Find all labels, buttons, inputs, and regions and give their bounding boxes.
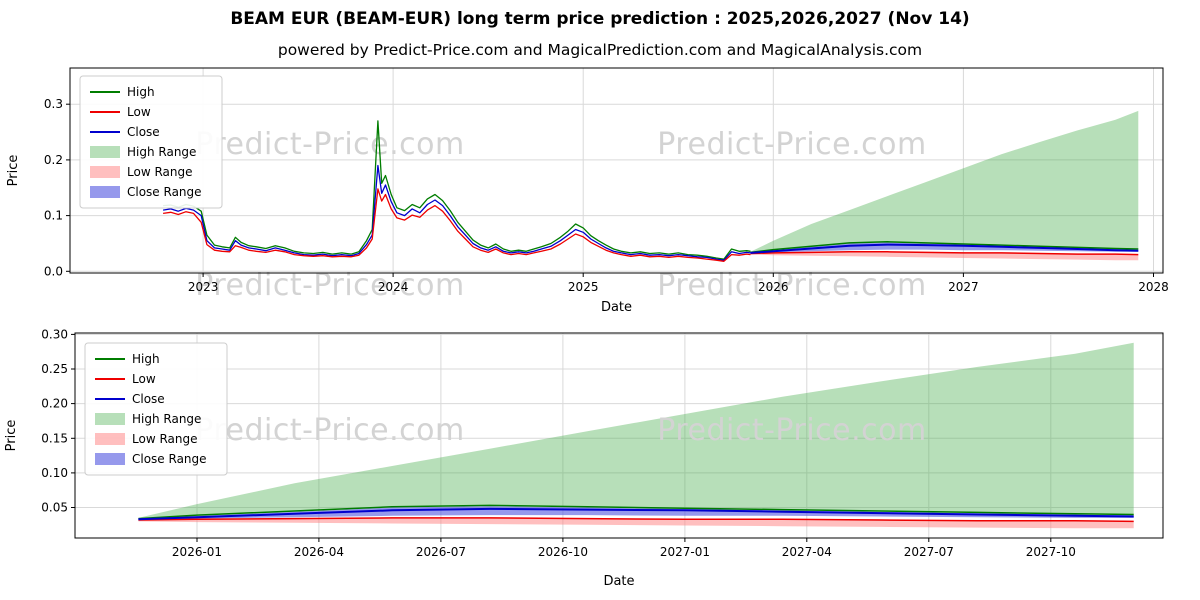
legend-label: High	[127, 85, 155, 99]
y-axis-label: Price	[4, 420, 19, 452]
x-axis-label: Date	[603, 574, 634, 589]
legend-label: High Range	[132, 412, 201, 426]
high-history-line	[163, 120, 751, 260]
legend-label: Low	[127, 105, 151, 119]
close-forecast-line	[750, 243, 1139, 254]
legend-label: Low	[132, 372, 156, 386]
y-tick-label: 0.10	[41, 466, 68, 480]
overview-chart-svg: Predict-Price.com Predict-Price.com Predic…	[6, 67, 1169, 315]
high-forecast-line	[138, 504, 1134, 520]
x-tick-label: 2027-04	[782, 545, 832, 559]
x-tick-label: 2027	[948, 280, 979, 294]
y-tick-label: 0.0	[44, 264, 63, 278]
legend-patch-sample	[95, 413, 125, 425]
y-tick-label: 0.05	[41, 501, 68, 515]
y-tick-label: 0.3	[44, 97, 63, 111]
x-axis-label: Date	[601, 300, 632, 315]
legend-label: Close	[132, 392, 165, 406]
high-range-band	[138, 342, 1134, 519]
low-forecast-line	[138, 517, 1134, 523]
x-tick-label: 2024	[378, 280, 409, 294]
overview-chart: Predict-Price.com Predict-Price.com Predic…	[0, 62, 1200, 320]
watermark-text: Predict-Price.com	[657, 268, 926, 303]
page-title: BEAM EUR (BEAM-EUR) long term price pred…	[230, 9, 970, 29]
close-history-line	[162, 164, 751, 261]
watermark-text: Predict-Price.com	[195, 127, 464, 162]
legend-label: Close	[127, 125, 160, 139]
x-tick-label: 2026	[758, 280, 789, 294]
prediction-chart: Predict-Price.com Predict-Price.com 2026-0…	[0, 326, 1200, 594]
legend-label: Close Range	[127, 185, 202, 199]
legend-label: High	[132, 352, 160, 366]
x-tick-label: 2027-07	[904, 545, 954, 559]
x-tick-label: 2023	[188, 280, 219, 294]
x-tick-label: 2026-07	[416, 545, 466, 559]
legend-patch-sample	[95, 453, 125, 465]
legend-patch-sample	[90, 146, 120, 158]
high-range-band	[750, 110, 1139, 253]
legend-label: High Range	[127, 145, 196, 159]
y-tick-label: 0.15	[41, 431, 68, 445]
y-tick-label: 0.20	[41, 397, 68, 411]
y-tick-label: 0.25	[41, 362, 68, 376]
x-tick-label: 2027-10	[1026, 545, 1076, 559]
prediction-chart-svg: Predict-Price.com Predict-Price.com 2026-0…	[4, 327, 1164, 589]
legend-patch-sample	[90, 186, 120, 198]
x-tick-label: 2026-04	[294, 545, 344, 559]
close-forecast-line	[138, 507, 1134, 521]
x-tick-label: 2025	[568, 280, 599, 294]
plot-border	[69, 67, 1164, 274]
x-tick-label: 2026-10	[538, 545, 588, 559]
legend-label: Close Range	[132, 452, 207, 466]
legend-label: Low Range	[132, 432, 197, 446]
x-tick-label: 2026-01	[172, 545, 222, 559]
legend-patch-sample	[90, 166, 120, 178]
low-history-line	[163, 188, 751, 262]
watermark-text: Predict-Price.com	[657, 413, 926, 448]
x-tick-label: 2028	[1138, 280, 1169, 294]
x-tick-label: 2027-01	[660, 545, 710, 559]
legend-patch-sample	[95, 433, 125, 445]
y-tick-label: 0.1	[44, 209, 63, 223]
y-tick-label: 0.30	[41, 327, 68, 341]
plot-border	[74, 332, 1164, 539]
legend-label: Low Range	[127, 165, 192, 179]
y-tick-label: 0.2	[44, 153, 63, 167]
high-forecast-line	[750, 241, 1139, 254]
page-subtitle: powered by Predict-Price.com and Magical…	[277, 41, 923, 59]
low-forecast-line	[750, 251, 1139, 256]
y-axis-label: Price	[6, 155, 21, 187]
watermark-text: Predict-Price.com	[657, 127, 926, 162]
watermark-text: Predict-Price.com	[195, 413, 464, 448]
watermark-text: Predict-Price.com	[195, 268, 464, 303]
